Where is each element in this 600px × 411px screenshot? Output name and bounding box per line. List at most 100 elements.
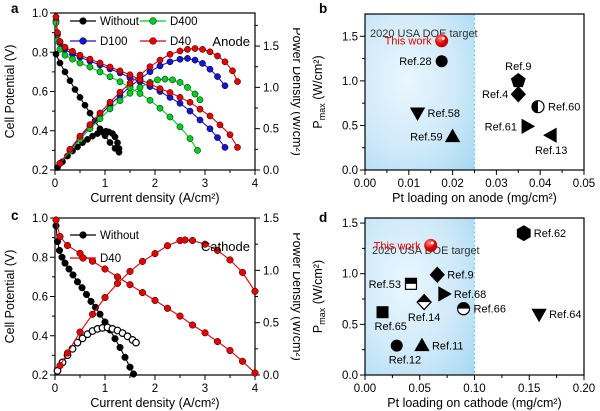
svg-text:2: 2 — [152, 178, 158, 190]
svg-text:Cathode: Cathode — [201, 239, 250, 254]
panel-c-plot: 0 1 2 3 4 Current density (A/cm²) 0.2 0.4 0.6 0.8… — [3, 213, 300, 410]
svg-text:1.5: 1.5 — [342, 31, 358, 43]
panel-d-plot: 2020 USA DOE target 0.00 0.05 0.10 0.15 0.20 P… — [311, 217, 595, 410]
svg-text:3: 3 — [202, 178, 208, 190]
svg-text:1: 1 — [102, 178, 108, 190]
marker-sphere — [424, 238, 438, 252]
svg-text:0.8: 0.8 — [32, 47, 48, 59]
panel-c-cathode-polarization-chart: c 0 1 2 3 4 Current density (A/cm²) 0.2 0.4 0.6 0… — [0, 205, 300, 411]
svg-text:1.0: 1.0 — [342, 269, 358, 281]
svg-text:Pt loading on cathode (mg/cm²): Pt loading on cathode (mg/cm²) — [387, 396, 561, 410]
svg-text:0.2: 0.2 — [32, 165, 48, 177]
svg-text:0.5: 0.5 — [342, 319, 358, 331]
svg-text:Ref.65: Ref.65 — [375, 321, 407, 333]
svg-text:D40: D40 — [170, 36, 191, 48]
svg-text:1.0: 1.0 — [32, 213, 48, 225]
svg-text:Ref.66: Ref.66 — [474, 304, 506, 316]
svg-text:Current density (A/cm²): Current density (A/cm²) — [90, 396, 219, 410]
svg-text:0.20: 0.20 — [573, 383, 595, 395]
svg-text:0.02: 0.02 — [441, 178, 463, 190]
svg-text:0: 0 — [52, 383, 58, 395]
svg-text:0.4: 0.4 — [32, 126, 49, 138]
marker-square — [376, 306, 389, 319]
marker-triangle-right — [521, 118, 536, 134]
panel-letter-a: a — [11, 1, 19, 16]
svg-text:Ref.14: Ref.14 — [408, 312, 440, 324]
svg-text:0.01: 0.01 — [398, 178, 420, 190]
svg-text:0.04: 0.04 — [529, 178, 552, 190]
svg-text:0: 0 — [52, 178, 58, 190]
svg-text:0.5: 0.5 — [263, 124, 279, 136]
svg-text:Current density (A/cm²): Current density (A/cm²) — [90, 191, 219, 205]
svg-text:Cell Potential (V): Cell Potential (V) — [3, 45, 17, 139]
svg-text:0.00: 0.00 — [354, 383, 376, 395]
panel-letter-b: b — [319, 1, 328, 16]
svg-text:2: 2 — [152, 383, 158, 395]
svg-text:0.10: 0.10 — [463, 383, 485, 395]
svg-text:Ref.58: Ref.58 — [428, 108, 460, 120]
svg-text:1.0: 1.0 — [263, 82, 279, 94]
marker-circle-half-top — [456, 302, 471, 316]
svg-text:0.0: 0.0 — [342, 165, 358, 177]
marker-triangle-right — [438, 286, 452, 302]
svg-text:0.0: 0.0 — [342, 370, 358, 382]
svg-text:0.2: 0.2 — [32, 370, 48, 382]
svg-text:Ref.68: Ref.68 — [454, 289, 486, 301]
panel-d-cathode-pt-loading-scatter: d 2020 USA DOE target 0.00 0.05 0.10 0.15 0.2… — [300, 205, 600, 411]
svg-text:Ref.9: Ref.9 — [447, 270, 473, 282]
marker-circle — [390, 339, 403, 352]
svg-text:4: 4 — [252, 383, 259, 395]
svg-text:0.0: 0.0 — [263, 165, 279, 177]
svg-text:Ref.11: Ref.11 — [432, 341, 464, 353]
svg-text:D400: D400 — [170, 16, 198, 28]
svg-text:D40: D40 — [100, 253, 121, 265]
svg-text:0.6: 0.6 — [32, 87, 48, 99]
svg-text:0.05: 0.05 — [409, 383, 431, 395]
svg-text:0.00: 0.00 — [354, 178, 376, 190]
marker-triangle-down — [531, 308, 547, 323]
svg-text:Ref.13: Ref.13 — [535, 145, 567, 157]
marker-pentagon — [510, 73, 526, 88]
marker-diamond — [510, 85, 526, 103]
svg-text:0.03: 0.03 — [485, 178, 507, 190]
panel-a-plot: 0 1 2 3 4 Current density (A/cm²) 0.2 0.4 0.6 0.8… — [3, 8, 300, 205]
svg-text:Ref.59: Ref.59 — [410, 132, 442, 144]
svg-text:Pt loading on anode (mg/cm²): Pt loading on anode (mg/cm²) — [392, 191, 557, 205]
svg-text:Ref.60: Ref.60 — [548, 102, 580, 114]
marker-triangle-up — [414, 337, 430, 352]
marker-circle — [435, 55, 448, 68]
panel-b-anode-pt-loading-scatter: b 2020 USA DOE target 0.00 0.01 0.02 0.03 0.0… — [300, 0, 600, 206]
svg-text:4: 4 — [252, 178, 259, 190]
svg-text:Anode: Anode — [212, 34, 250, 49]
svg-text:Without: Without — [100, 230, 140, 242]
svg-text:0.6: 0.6 — [32, 292, 48, 304]
svg-text:Ref.9: Ref.9 — [505, 61, 531, 73]
svg-text:0.15: 0.15 — [518, 383, 540, 395]
marker-diamond — [429, 266, 445, 283]
svg-text:Cell Potential (V): Cell Potential (V) — [3, 250, 17, 344]
svg-text:Pmax (W/cm²): Pmax (W/cm²) — [311, 260, 327, 333]
svg-text:1.5: 1.5 — [342, 218, 358, 230]
svg-text:1.0: 1.0 — [342, 76, 358, 88]
marker-triangle-down — [409, 107, 426, 121]
svg-text:Ref.62: Ref.62 — [534, 228, 566, 240]
marker-hexagon — [516, 225, 531, 242]
svg-text:0.4: 0.4 — [32, 331, 49, 343]
svg-text:2020 USA DOE target: 2020 USA DOE target — [370, 28, 478, 40]
svg-text:Ref.53: Ref.53 — [369, 279, 401, 291]
svg-text:0.0: 0.0 — [263, 370, 279, 382]
svg-text:Ref.64: Ref.64 — [549, 309, 581, 321]
svg-text:Ref.4: Ref.4 — [482, 89, 508, 101]
panel-letter-d: d — [319, 210, 328, 225]
svg-text:Without: Without — [100, 16, 140, 28]
svg-text:2020 USA DOE target: 2020 USA DOE target — [372, 245, 480, 257]
svg-text:Ref.12: Ref.12 — [389, 355, 421, 367]
svg-text:Ref.61: Ref.61 — [485, 121, 517, 133]
svg-text:1.0: 1.0 — [32, 8, 48, 20]
marker-circle-half-left — [531, 100, 545, 114]
marker-square-half-top — [404, 277, 418, 290]
svg-text:Ref.28: Ref.28 — [399, 56, 431, 68]
svg-text:3: 3 — [202, 383, 208, 395]
marker-triangle-up — [444, 128, 461, 143]
